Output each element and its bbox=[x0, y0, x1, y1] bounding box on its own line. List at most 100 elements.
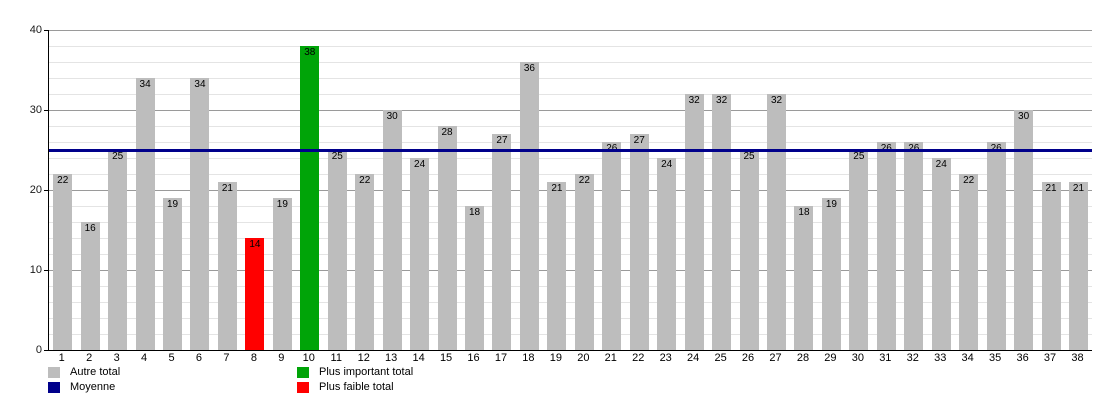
bar-slot: 24 bbox=[928, 30, 955, 350]
bar-value-label: 25 bbox=[331, 151, 343, 162]
gridline-minor bbox=[49, 158, 1092, 159]
x-tick-label: 38 bbox=[1071, 352, 1084, 364]
gridline-minor bbox=[49, 174, 1092, 175]
x-tick-label: 23 bbox=[659, 352, 672, 364]
legend-swatch-min bbox=[297, 382, 309, 393]
bar-other: 21 bbox=[1041, 182, 1061, 350]
bar-slot: 19 bbox=[159, 30, 186, 350]
bar-slot: 25 bbox=[104, 30, 131, 350]
bar-value-label: 26 bbox=[877, 143, 896, 155]
x-tick-label: 32 bbox=[906, 352, 919, 364]
bar-value-label: 21 bbox=[1072, 183, 1085, 194]
bar-slot: 28 bbox=[433, 30, 460, 350]
bar-value-label: 22 bbox=[57, 175, 69, 186]
x-tick-label: 14 bbox=[412, 352, 425, 364]
gridline-minor bbox=[49, 302, 1092, 303]
gridline-minor bbox=[49, 62, 1092, 63]
bar-other: 32 bbox=[684, 94, 704, 350]
bar-value-label: 25 bbox=[112, 151, 124, 162]
legend-column: Autre total Moyenne bbox=[48, 365, 120, 395]
bar-slot: 25 bbox=[735, 30, 762, 350]
bar-other: 19 bbox=[272, 198, 292, 350]
x-tick-label: 8 bbox=[250, 352, 257, 364]
legend-label: Plus faible total bbox=[319, 381, 394, 393]
y-tick-label: 0 bbox=[35, 344, 42, 356]
x-tick-label: 7 bbox=[223, 352, 230, 364]
gridline-minor bbox=[49, 254, 1092, 255]
bar-other: 25 bbox=[108, 150, 128, 350]
bar-slot: 38 bbox=[296, 30, 323, 350]
bar-other: 18 bbox=[465, 206, 485, 350]
bar-value-label: 18 bbox=[468, 207, 481, 218]
bar-other: 21 bbox=[547, 182, 567, 350]
bar-value-label: 30 bbox=[1018, 111, 1030, 122]
bar-slot: 27 bbox=[488, 30, 515, 350]
legend-item-max: Plus important total bbox=[297, 365, 413, 380]
bar-value-label: 18 bbox=[798, 207, 810, 218]
bar-max: 38 bbox=[300, 46, 320, 350]
bar-other: 34 bbox=[190, 78, 210, 350]
x-axis-labels: 1 2 3 4 5 6 7 8 9 10 11 12 13 14 15 16 17 18 19 20 21 22 23 24 2… bbox=[48, 352, 1091, 364]
bar-slot: 34 bbox=[186, 30, 213, 350]
y-tick-mark bbox=[44, 110, 49, 111]
bar-slot: 32 bbox=[680, 30, 707, 350]
bar-value-label: 34 bbox=[194, 79, 206, 90]
bar-slot: 26 bbox=[900, 30, 927, 350]
legend-swatch-other bbox=[48, 367, 60, 378]
bar-other: 24 bbox=[657, 158, 677, 350]
gridline-minor bbox=[49, 126, 1092, 127]
bar-slot: 18 bbox=[790, 30, 817, 350]
bar-other: 28 bbox=[437, 126, 457, 350]
bar-slot: 30 bbox=[1010, 30, 1037, 350]
bar-value-label: 32 bbox=[770, 95, 783, 106]
gridline-minor bbox=[49, 46, 1092, 47]
x-tick-label: 18 bbox=[522, 352, 535, 364]
bar-other: 26 bbox=[876, 142, 896, 350]
x-tick-label: 30 bbox=[851, 352, 864, 364]
bar-slot: 22 bbox=[955, 30, 982, 350]
bar-other: 25 bbox=[739, 150, 759, 350]
bar-value-label: 26 bbox=[904, 143, 923, 155]
bar-value-label: 30 bbox=[386, 111, 398, 122]
bar-other: 26 bbox=[904, 142, 924, 350]
bar-other: 24 bbox=[410, 158, 430, 350]
y-tick-label: 20 bbox=[29, 184, 42, 196]
plot-area: 22 16 25 34 19 34 21 14 19 38 25 22 30 24 28 18 27 36 21 22… bbox=[48, 30, 1092, 351]
bar-slot: 24 bbox=[653, 30, 680, 350]
bar-slot: 22 bbox=[571, 30, 598, 350]
legend-label: Autre total bbox=[70, 366, 121, 378]
gridline-major bbox=[49, 270, 1092, 271]
bar-other: 19 bbox=[821, 198, 841, 350]
x-tick-label: 13 bbox=[385, 352, 398, 364]
bar-other: 22 bbox=[355, 174, 375, 350]
x-tick-label: 21 bbox=[604, 352, 617, 364]
bar-other: 19 bbox=[163, 198, 183, 350]
bar-other: 32 bbox=[712, 94, 732, 350]
bar-slot: 34 bbox=[131, 30, 158, 350]
bar-slot: 21 bbox=[1065, 30, 1092, 350]
gridline-major bbox=[49, 110, 1092, 111]
x-tick-label: 6 bbox=[195, 352, 203, 364]
x-tick-label: 22 bbox=[632, 352, 645, 364]
bar-other: 22 bbox=[574, 174, 594, 350]
bar-slot: 26 bbox=[598, 30, 625, 350]
bar-slot: 36 bbox=[516, 30, 543, 350]
bar-value-label: 19 bbox=[166, 199, 179, 210]
bar-value-label: 22 bbox=[359, 175, 371, 186]
bar-other: 18 bbox=[794, 206, 814, 350]
bar-slot: 24 bbox=[406, 30, 433, 350]
bar-other: 32 bbox=[767, 94, 786, 350]
bar-value-label: 27 bbox=[496, 135, 508, 146]
bar-slot: 22 bbox=[49, 30, 76, 350]
bar-value-label: 26 bbox=[987, 143, 1006, 155]
x-tick-label: 24 bbox=[687, 352, 700, 364]
bar-value-label: 36 bbox=[523, 63, 535, 74]
bar-value-label: 22 bbox=[963, 175, 975, 186]
x-tick-label: 16 bbox=[467, 352, 480, 364]
legend-item-min: Plus faible total bbox=[297, 380, 413, 395]
bar-other: 27 bbox=[492, 134, 512, 350]
y-tick-mark bbox=[44, 190, 49, 191]
y-tick-label: 40 bbox=[29, 24, 42, 36]
gridline-minor bbox=[49, 142, 1092, 143]
x-tick-label: 28 bbox=[796, 352, 810, 364]
